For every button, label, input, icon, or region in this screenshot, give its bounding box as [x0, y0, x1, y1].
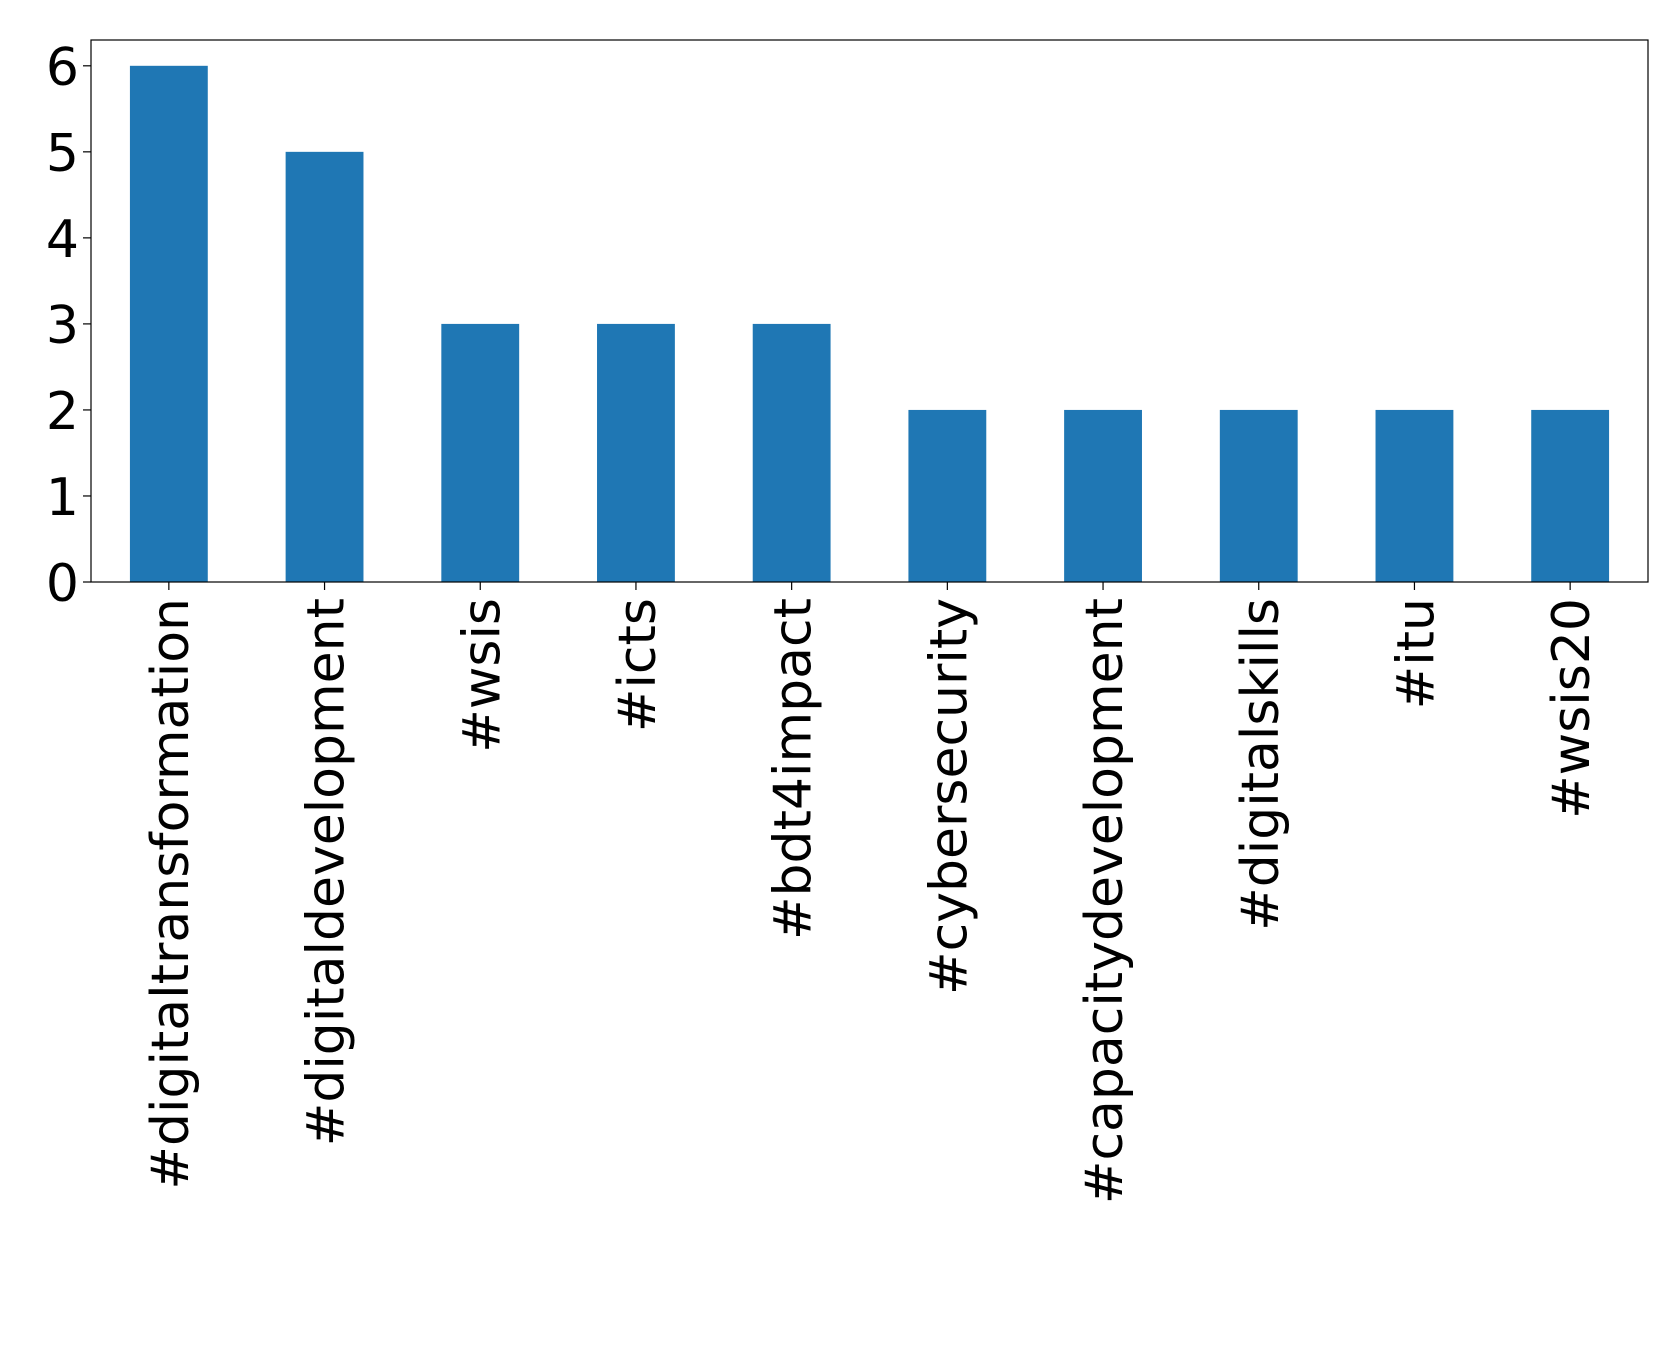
x-tick-label: #cybersecurity — [919, 598, 979, 995]
y-tick-label: 3 — [46, 296, 79, 356]
plot-frame — [90, 39, 1649, 583]
bar — [285, 151, 364, 583]
bar — [129, 65, 208, 583]
y-tick-label: 0 — [46, 554, 79, 614]
bar — [752, 323, 831, 582]
y-tick-label: 4 — [46, 210, 79, 270]
bar — [597, 323, 675, 582]
bar — [1375, 409, 1454, 582]
y-tick-label: 5 — [46, 124, 79, 184]
bar — [908, 409, 987, 582]
x-tick-label: #wsis20 — [1542, 598, 1602, 819]
y-tick-label: 2 — [46, 382, 79, 442]
x-tick-label: #bdt4impact — [764, 598, 824, 940]
x-tick-label: #wsis — [452, 598, 512, 753]
y-tick-label: 1 — [46, 468, 79, 528]
bar — [441, 323, 520, 582]
x-tick-label: #digitaltransformation — [141, 598, 201, 1190]
x-tick-label: #capacitydevelopment — [1075, 598, 1135, 1204]
bar — [1219, 409, 1298, 582]
y-tick-label: 6 — [46, 38, 79, 98]
x-tick-label: #icts — [608, 598, 668, 732]
bar — [1531, 409, 1610, 582]
x-tick-label: #digitalskills — [1231, 598, 1291, 931]
x-tick-label: #digitaldevelopment — [297, 598, 357, 1146]
bar — [1064, 409, 1142, 582]
x-tick-label: #itu — [1386, 598, 1446, 709]
